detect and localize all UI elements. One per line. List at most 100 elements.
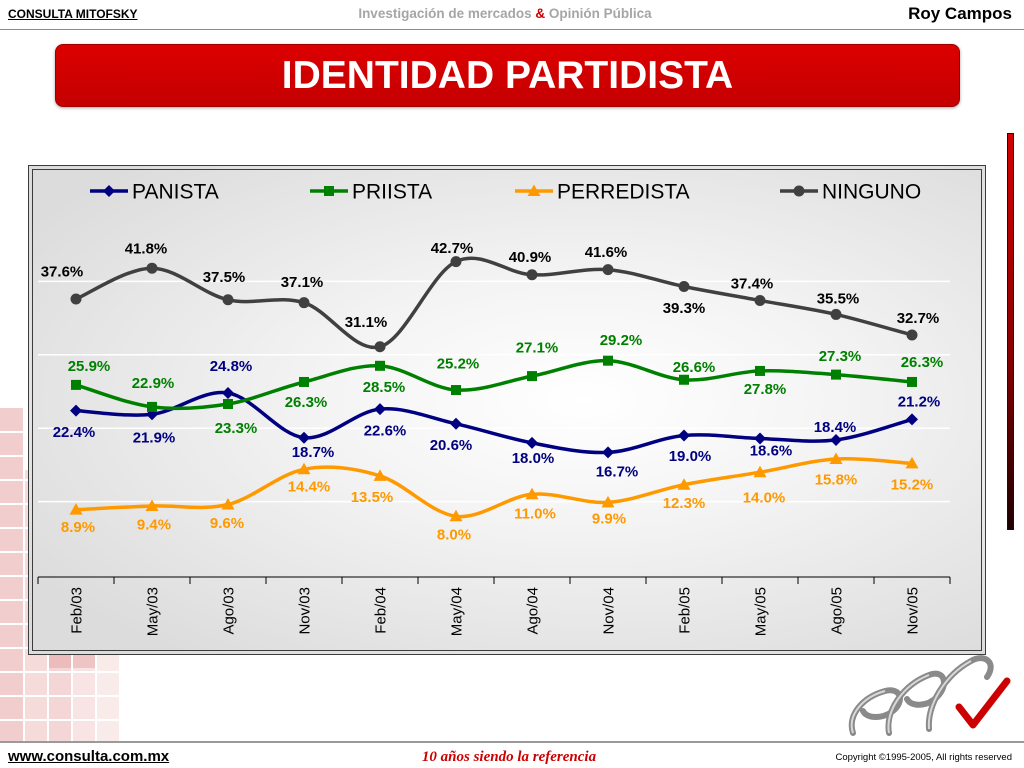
series-ninguno-point-7 xyxy=(602,264,614,276)
website-link[interactable]: www.consulta.com.mx xyxy=(8,748,170,765)
series-ninguno-point-9 xyxy=(754,294,766,306)
series-ninguno-point-5 xyxy=(450,256,462,268)
series-ninguno-label-7: 41.6% xyxy=(585,244,628,261)
series-ninguno-label-11: 32.7% xyxy=(897,310,940,327)
series-ninguno-label-4: 31.1% xyxy=(345,314,388,331)
series-perredista-label-3: 14.4% xyxy=(288,479,331,496)
series-ninguno-label-10: 35.5% xyxy=(817,291,860,308)
series-perredista-point-4 xyxy=(373,469,387,481)
series-ninguno-line xyxy=(74,256,914,350)
series-lines xyxy=(74,256,914,519)
series-perredista-line xyxy=(74,457,914,519)
chart-frame xyxy=(28,165,986,655)
x-tick-label-3: Nov/03 xyxy=(296,587,313,635)
series-perredista-point-10 xyxy=(829,452,843,465)
series-panista-label-1: 21.9% xyxy=(133,430,176,447)
series-priista-label-8: 26.6% xyxy=(673,359,716,376)
series-panista-point-11 xyxy=(906,413,918,426)
x-tick-label-9: May/05 xyxy=(752,587,769,636)
series-priista-label-3: 26.3% xyxy=(285,394,328,411)
series-perredista-label-4: 13.5% xyxy=(351,489,394,506)
series-perredista-label-6: 11.0% xyxy=(514,506,556,523)
footer-divider xyxy=(0,741,1024,743)
series-ninguno-point-10 xyxy=(830,308,842,320)
series-perredista-label-11: 15.2% xyxy=(891,477,934,494)
series-perredista-label-8: 12.3% xyxy=(663,495,706,512)
series-ninguno-point-2 xyxy=(222,294,234,306)
x-tick-label-10: Ago/05 xyxy=(828,587,845,635)
series-panista-point-6 xyxy=(526,436,538,449)
series-perredista-point-11 xyxy=(905,456,919,469)
series-ninguno-label-6: 40.9% xyxy=(509,249,552,266)
series-perredista-label-1: 9.4% xyxy=(137,516,171,533)
x-tick-label-5: May/04 xyxy=(448,587,465,636)
legend-item-ninguno: NINGUNO xyxy=(780,180,921,203)
x-tick-label-0: Feb/03 xyxy=(68,587,85,634)
series-perredista-point-1 xyxy=(145,499,159,512)
series-perredista-label-0: 8.9% xyxy=(61,519,95,536)
data-labels: 22.4% 21.9% 24.8% 18.7% 22.6% 20.6% 18.0% 16.7%… xyxy=(41,240,944,544)
series-priista-point-9 xyxy=(755,365,765,376)
series-priista-label-6: 27.1% xyxy=(516,339,559,356)
tagline-ampersand: & xyxy=(535,6,546,21)
tagline-part1: Investigación de mercados xyxy=(358,6,532,21)
series-panista-label-10: 18.4% xyxy=(814,419,857,436)
series-panista-point-7 xyxy=(602,446,614,459)
series-perredista-label-2: 9.6% xyxy=(210,515,244,532)
series-panista-label-3: 18.7% xyxy=(292,444,335,461)
header-divider xyxy=(0,29,1024,30)
series-priista-label-7: 29.2% xyxy=(600,332,643,349)
series-perredista-point-3 xyxy=(297,462,311,475)
gridlines xyxy=(38,280,950,503)
legend-marker-perredista xyxy=(527,184,541,196)
series-priista-point-5 xyxy=(451,385,461,396)
series-panista-label-4: 22.6% xyxy=(364,422,407,439)
series-priista-point-2 xyxy=(223,398,233,409)
x-tick-label-1: May/03 xyxy=(144,587,161,636)
series-panista-point-8 xyxy=(678,429,690,442)
series-ninguno-label-0: 37.6% xyxy=(41,263,84,280)
series-priista-label-0: 25.9% xyxy=(68,358,111,375)
series-ninguno-point-6 xyxy=(526,269,538,281)
series-priista-label-5: 25.2% xyxy=(437,355,480,372)
series-ninguno-label-9: 37.4% xyxy=(731,276,774,293)
x-tick-label-7: Nov/04 xyxy=(600,587,617,635)
series-panista-label-11: 21.2% xyxy=(898,394,941,411)
series-priista-label-4: 28.5% xyxy=(363,379,406,396)
legend-marker-panista xyxy=(103,185,115,197)
company-logo xyxy=(848,655,1011,736)
title-banner: IDENTIDAD PARTIDISTA xyxy=(55,44,960,107)
series-panista-point-3 xyxy=(298,431,310,444)
series-panista-point-4 xyxy=(374,403,386,416)
series-ninguno-label-8: 39.3% xyxy=(663,300,706,317)
legend: PANISTA PRIISTA PERREDISTA NINGUNO xyxy=(90,180,921,203)
legend-item-priista: PRIISTA xyxy=(310,180,432,203)
legend-label-ninguno: NINGUNO xyxy=(822,180,921,203)
series-ninguno-label-3: 37.1% xyxy=(281,274,324,291)
series-priista-point-3 xyxy=(299,376,309,387)
series-perredista-point-5 xyxy=(449,509,463,522)
series-perredista-label-9: 14.0% xyxy=(743,489,786,506)
series-ninguno-label-5: 42.7% xyxy=(431,240,474,257)
x-axis: Feb/03 May/03 Ago/03 Nov/03 Feb/04 May/04 Ago/… xyxy=(37,576,951,636)
series-perredista-point-0 xyxy=(69,503,83,515)
series-ninguno-point-3 xyxy=(298,297,310,309)
series-panista-label-9: 18.6% xyxy=(750,443,793,460)
series-perredista-point-9 xyxy=(753,465,767,478)
series-priista-label-11: 26.3% xyxy=(901,354,944,371)
side-accent-bar xyxy=(1007,133,1014,530)
legend-marker-priista xyxy=(324,186,334,196)
series-priista-label-1: 22.9% xyxy=(132,375,175,392)
x-tick-label-8: Feb/05 xyxy=(676,587,693,634)
series-ninguno-point-0 xyxy=(70,293,82,305)
legend-item-perredista: PERREDISTA xyxy=(515,180,690,203)
series-priista-point-7 xyxy=(603,355,613,366)
series-panista-point-9 xyxy=(754,432,766,445)
series-priista-label-10: 27.3% xyxy=(819,348,862,365)
chart-frame-inner-border xyxy=(32,169,982,651)
series-panista-point-5 xyxy=(450,417,462,430)
series-ninguno-label-2: 37.5% xyxy=(203,269,246,286)
series-perredista-point-8 xyxy=(677,478,691,490)
tagline-part2: Opinión Pública xyxy=(548,6,652,21)
slogan: 10 años siendo la referencia xyxy=(421,749,597,765)
